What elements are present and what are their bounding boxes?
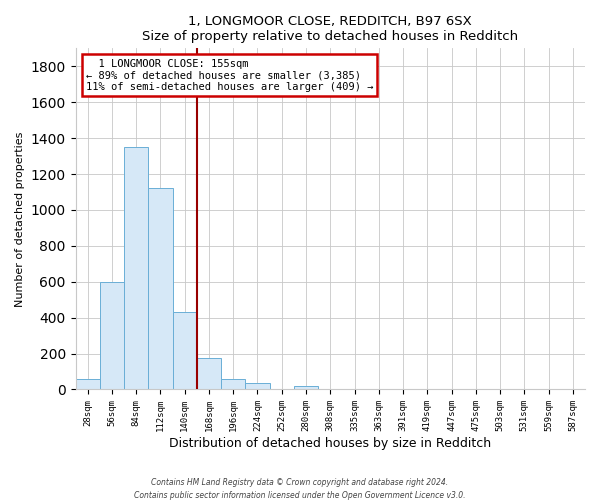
Bar <box>148 188 173 390</box>
Bar <box>221 378 245 390</box>
Bar <box>294 386 318 390</box>
Bar <box>76 378 100 390</box>
Bar <box>173 312 197 390</box>
X-axis label: Distribution of detached houses by size in Redditch: Distribution of detached houses by size … <box>169 437 491 450</box>
Bar <box>245 383 269 390</box>
Bar <box>124 147 148 390</box>
Bar <box>100 282 124 390</box>
Y-axis label: Number of detached properties: Number of detached properties <box>15 131 25 306</box>
Bar <box>197 358 221 390</box>
Text: 1 LONGMOOR CLOSE: 155sqm
← 89% of detached houses are smaller (3,385)
11% of sem: 1 LONGMOOR CLOSE: 155sqm ← 89% of detach… <box>86 58 373 92</box>
Title: 1, LONGMOOR CLOSE, REDDITCH, B97 6SX
Size of property relative to detached house: 1, LONGMOOR CLOSE, REDDITCH, B97 6SX Siz… <box>142 15 518 43</box>
Text: Contains HM Land Registry data © Crown copyright and database right 2024.
Contai: Contains HM Land Registry data © Crown c… <box>134 478 466 500</box>
